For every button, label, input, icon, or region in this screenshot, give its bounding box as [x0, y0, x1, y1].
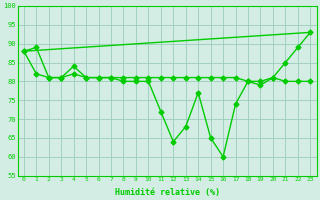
X-axis label: Humidité relative (%): Humidité relative (%)	[115, 188, 220, 197]
